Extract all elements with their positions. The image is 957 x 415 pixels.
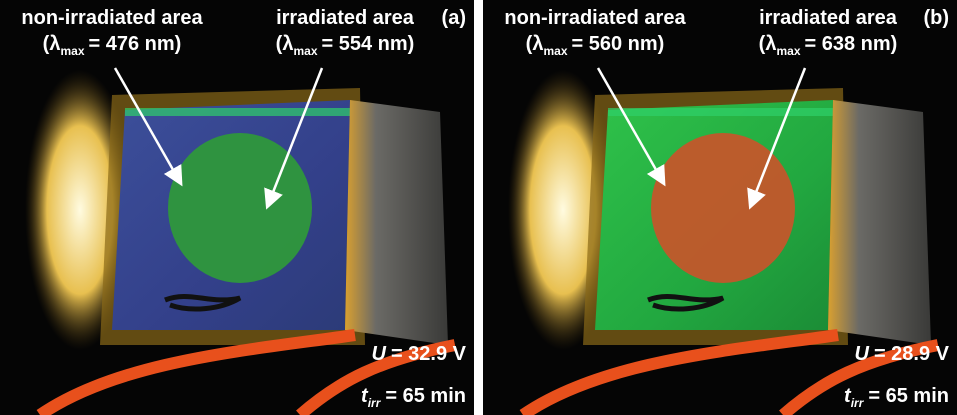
area-label: non-irradiated area <box>504 7 686 29</box>
symbol: U <box>371 343 386 365</box>
subscript: max <box>293 44 317 58</box>
subscript: max <box>60 44 84 58</box>
irradiated-spot <box>168 133 312 283</box>
voltage: U= 28.9 V <box>854 343 949 365</box>
area-label: irradiated area <box>759 7 898 29</box>
lambda-value: = 554 nm) <box>322 33 415 55</box>
lambda: (λ <box>759 33 777 55</box>
voltage-value: = 28.9 V <box>874 343 950 365</box>
subscript: irr <box>851 396 865 410</box>
panel-letter: (b) <box>923 7 949 29</box>
symbol: U <box>854 343 869 365</box>
side-plate <box>828 100 931 345</box>
voltage-value: = 32.9 V <box>391 343 467 365</box>
top-edge <box>608 108 833 116</box>
lambda: (λ <box>43 33 61 55</box>
time-value: = 65 min <box>385 385 466 407</box>
lambda-value: = 560 nm) <box>572 33 665 55</box>
page: non-irradiated area(λmax= 476 nm)irradia… <box>0 0 957 415</box>
time-value: = 65 min <box>868 385 949 407</box>
voltage: U= 32.9 V <box>371 343 466 365</box>
lambda-value: = 476 nm) <box>89 33 182 55</box>
panel: non-irradiated area(λmax= 560 nm)irradia… <box>483 0 957 415</box>
panel: non-irradiated area(λmax= 476 nm)irradia… <box>0 0 474 415</box>
lambda-value: = 638 nm) <box>805 33 898 55</box>
panel-letter: (a) <box>442 7 466 29</box>
subscript: max <box>776 44 800 58</box>
irradiated-spot <box>651 133 795 283</box>
side-plate <box>345 100 448 345</box>
subscript: max <box>543 44 567 58</box>
lambda: (λ <box>526 33 544 55</box>
subscript: irr <box>368 396 382 410</box>
figure: non-irradiated area(λmax= 476 nm)irradia… <box>0 0 957 415</box>
area-label: non-irradiated area <box>21 7 203 29</box>
top-edge <box>125 108 350 116</box>
lambda: (λ <box>276 33 294 55</box>
area-label: irradiated area <box>276 7 415 29</box>
